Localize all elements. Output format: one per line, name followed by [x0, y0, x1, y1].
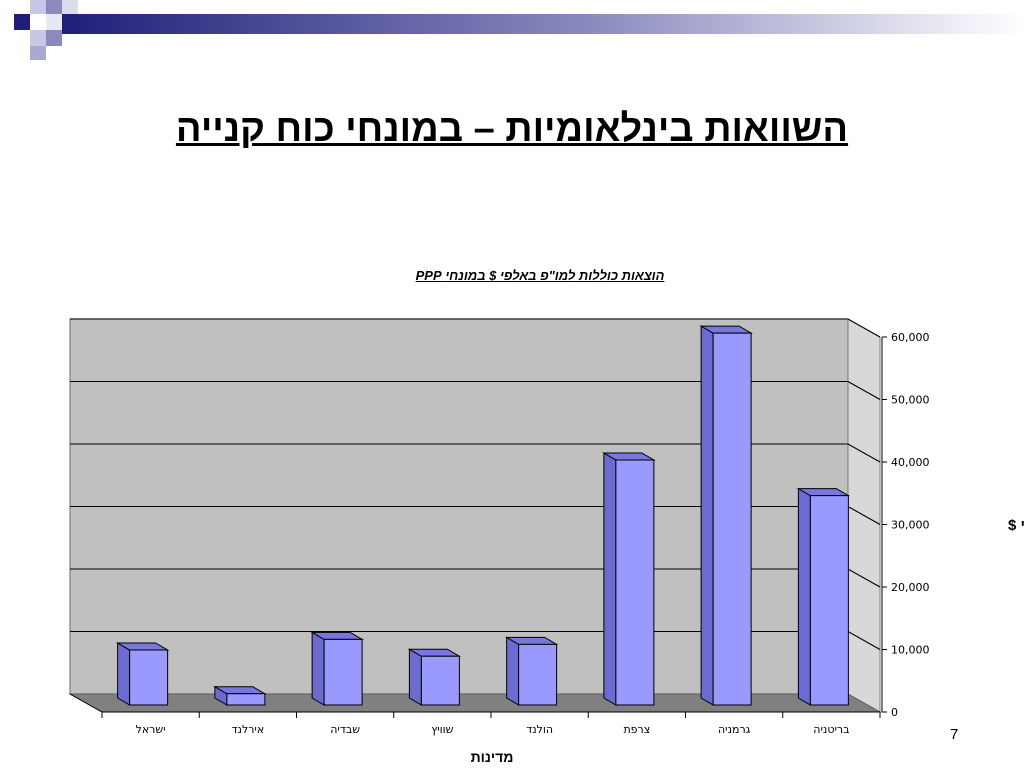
gridline — [70, 318, 881, 338]
bar-side — [408, 648, 422, 706]
y-tick-label: 40,000 — [891, 456, 930, 469]
bar-side — [797, 487, 811, 706]
gridline — [70, 443, 881, 463]
bar-side — [311, 631, 325, 706]
bar-front — [323, 638, 363, 706]
bar-side — [117, 642, 131, 706]
bar — [699, 325, 753, 706]
bar-side — [700, 325, 714, 706]
y-axis-label: אלפי $ — [1008, 517, 1024, 534]
x-axis-depth-line — [69, 693, 103, 713]
x-tick-label: בריטניה — [813, 723, 849, 736]
x-tick-label: הולנד — [526, 723, 553, 736]
x-tick-label: שבדיה — [330, 723, 360, 736]
page-number: 7 — [950, 726, 959, 743]
x-tick-label: גרמניה — [718, 723, 751, 736]
y-axis: 0 10,000 20,000 30,000 40,000 50,000 60,000 — [881, 331, 930, 719]
bar — [310, 631, 364, 706]
y-tick-label: 30,000 — [891, 519, 930, 532]
x-tick-label: אירלנד — [232, 723, 265, 736]
y-tick-label: 20,000 — [891, 581, 930, 594]
x-axis-label: מדינות — [471, 749, 514, 765]
bar-front — [809, 495, 849, 706]
x-axis: ישראל אירלנד שבדיה שוויץ הולנד צרפת גרמניה בריט… — [69, 693, 881, 736]
slide-title: השוואות בינלאומיות – במונחי כוח קנייה — [175, 108, 849, 150]
plot-floor — [68, 693, 882, 713]
y-tick-label: 50,000 — [891, 394, 930, 407]
y-tick-label: 0 — [891, 706, 898, 719]
bar — [504, 636, 559, 706]
bar — [115, 642, 170, 706]
bars — [115, 325, 851, 706]
bar-front — [420, 655, 460, 706]
bar-front — [615, 459, 655, 706]
gridline — [70, 380, 881, 400]
bar-front — [226, 693, 266, 706]
bar — [407, 648, 462, 706]
header-decoration — [14, 0, 1024, 60]
bar-front — [518, 643, 558, 706]
bar-side — [603, 452, 617, 706]
chart-title: הוצאות כוללות למו"פ באלפי $ במונחי PPP — [415, 268, 665, 283]
bar — [602, 452, 656, 706]
plot-background — [68, 318, 882, 713]
bar-side — [506, 636, 520, 706]
y-tick-label: 10,000 — [891, 644, 930, 657]
bar-front — [712, 332, 752, 706]
bar — [213, 685, 267, 706]
x-tick-label: ישראל — [136, 723, 166, 736]
x-tick-label: צרפת — [623, 723, 650, 736]
x-tick-label: שוויץ — [431, 723, 453, 736]
bar-front — [129, 649, 169, 706]
y-tick-label: 60,000 — [891, 331, 930, 344]
bar — [796, 487, 851, 706]
